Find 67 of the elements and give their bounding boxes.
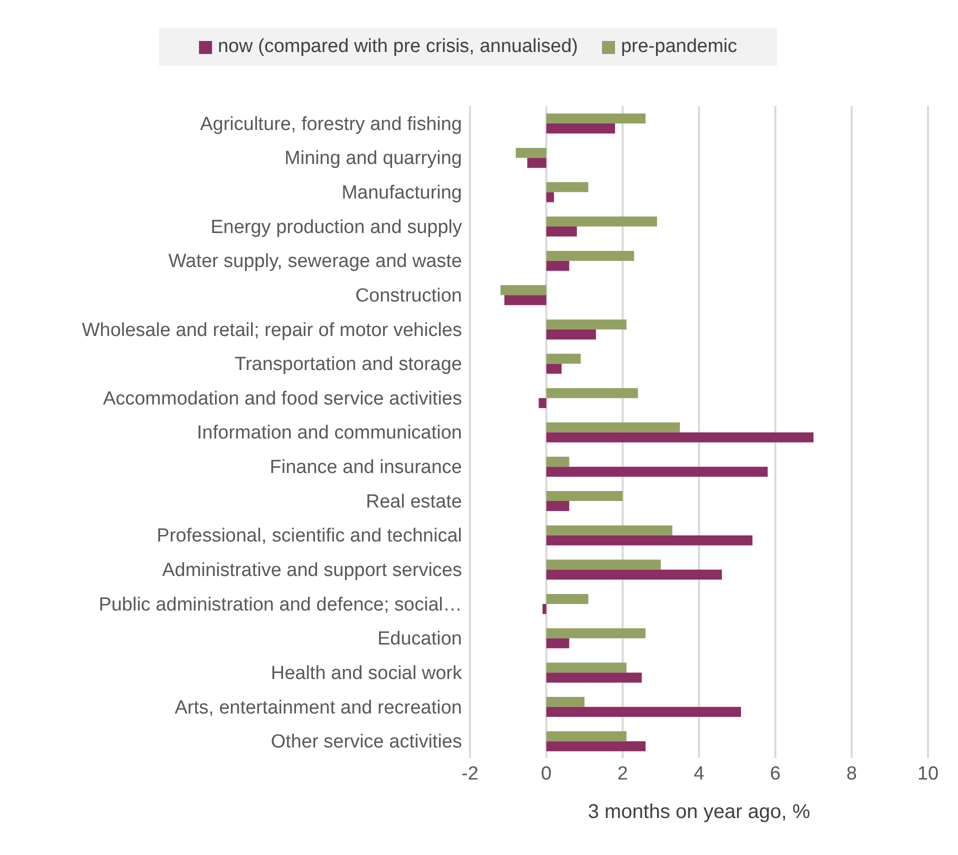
bar [546,388,638,398]
bar [546,192,554,202]
bar [546,491,623,502]
bar [504,295,546,306]
x-tick-label: 2 [617,763,628,784]
bar [546,216,658,226]
y-tick-label: Education [377,628,462,650]
x-tick-label: 8 [846,763,857,784]
legend-label: now (compared with pre crisis, annualised) [216,36,578,58]
bar [546,329,596,340]
y-tick-label: Administrative and support services [162,560,462,582]
bar [546,501,570,512]
y-tick-label: Public administration and defence; social… [98,594,462,616]
bar [546,731,626,742]
bar [516,148,546,158]
bar [546,226,577,236]
y-tick-label: Health and social work [270,662,462,684]
y-tick-label: Other service activities [270,732,462,753]
bar [546,354,581,364]
bar [546,114,646,124]
y-tick-label: Professional, scientific and technical [156,526,462,547]
bar [546,182,588,192]
bar [546,319,626,330]
bar [546,628,646,638]
legend-label: pre-pandemic [620,36,738,58]
y-tick-label: Real estate [366,491,462,512]
bar [546,422,680,432]
bar [546,638,570,648]
y-tick-label: Finance and insurance [270,457,462,478]
bar [546,570,722,580]
y-tick-label: Construction [355,285,462,306]
y-tick-label: Wholesale and retail; repair of motor vehicles [82,320,462,341]
bar [538,398,546,408]
bar [546,672,642,683]
bar [546,741,646,752]
y-tick-label: Manufacturing [342,182,462,204]
bar [527,158,546,168]
bar [546,466,768,477]
y-tick-label: Agriculture, forestry and fishing [200,114,462,135]
x-tick-label: 10 [917,763,939,784]
y-tick-label: Arts, entertainment and recreation [174,697,462,718]
x-tick-label: 6 [770,763,781,784]
bar [546,432,814,442]
bar [546,706,741,717]
y-tick-label: Transportation and storage [234,354,462,376]
bar [546,456,570,467]
x-axis-title: 3 months on year ago, % [588,801,810,823]
bar [542,604,546,614]
bar [546,662,626,673]
bar [546,364,562,374]
y-tick-label: Energy production and supply [210,216,462,238]
x-tick-label: -2 [462,763,478,784]
y-tick-label: Accommodation and food service activities [102,388,462,410]
bar [546,124,616,134]
y-tick-label: Water supply, sewerage and waste [168,251,462,272]
y-tick-label: Mining and quarrying [284,148,462,170]
bar [546,260,570,271]
bar [546,525,672,536]
bar [546,560,661,570]
y-tick-label: Information and communication [196,422,462,444]
bar [546,535,752,546]
bar [546,250,634,261]
x-tick-label: 4 [694,763,705,784]
bar [546,696,584,707]
x-tick-label: 0 [541,763,552,784]
bar [500,285,546,296]
bar [546,594,588,604]
